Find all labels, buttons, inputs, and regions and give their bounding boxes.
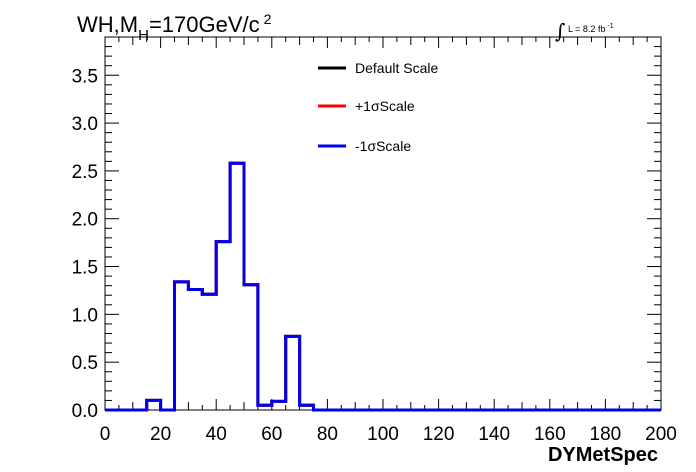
x-tick-label: 40 [206,424,227,445]
x-tick-label: 100 [367,424,399,445]
y-tick-label: 2.0 [72,210,98,231]
y-axis: 0.0 0.5 1.0 1.5 2.0 2.5 3.0 3.5 [72,46,661,422]
y-tick-label: 0.5 [72,353,98,374]
x-tick-label: 0 [100,424,111,445]
plot-frame [104,36,662,411]
series-line-minus1sigma [105,161,661,412]
y-tick-label: 3.5 [72,66,98,87]
x-tick-label: 200 [645,424,677,445]
y-tick-label: 1.5 [72,258,98,279]
x-tick-label: 120 [423,424,455,445]
integral-sign-icon: ∫ [555,19,565,43]
y-tick-label: 3.0 [72,114,98,135]
series-layer [105,161,661,412]
x-tick-label: 20 [150,424,171,445]
legend-label-plus1sigma: +1σScale [355,98,415,114]
legend-label-default: Default Scale [355,60,438,76]
luminosity-label: L = 8.2 fb -1 [568,23,614,34]
x-tick-label: 160 [534,424,566,445]
y-tick-label: 0.0 [72,401,98,422]
x-axis: 0 20 40 60 80 100 120 140 160 180 200 [100,37,677,445]
x-tick-label: 140 [478,424,510,445]
y-tick-label: 1.0 [72,305,98,326]
y-tick-label: 2.5 [72,162,98,183]
x-tick-label: 60 [261,424,282,445]
legend-label-minus1sigma: -1σScale [355,138,411,154]
x-axis-title: DYMetSpec [548,444,658,466]
chart-title: WH,MH=170GeV/c 2 [77,11,272,44]
x-tick-label: 180 [590,424,622,445]
x-tick-label: 80 [317,424,338,445]
legend: Default Scale +1σScale -1σScale [318,60,438,154]
